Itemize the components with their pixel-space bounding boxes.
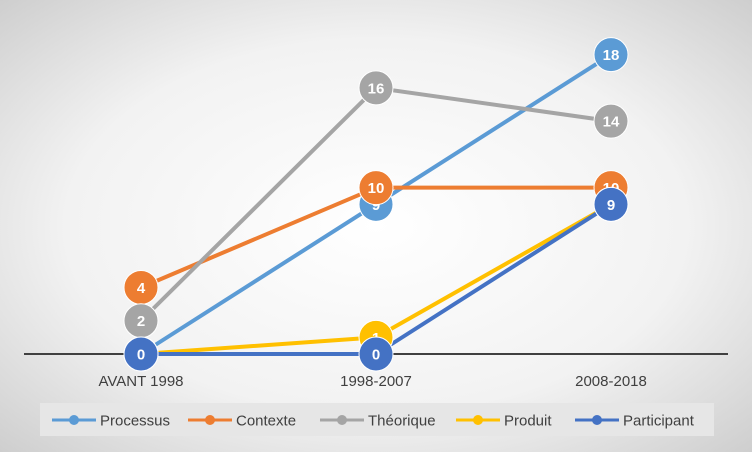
data-point-processus-2: [593, 37, 629, 73]
data-label-contexte-1: 10: [368, 180, 385, 197]
data-point-participant-0: [123, 336, 159, 372]
data-label-participant-1: 0: [372, 347, 380, 364]
data-point-contexte-1: [358, 170, 394, 206]
x-tick-label-1998-2007: 1998-2007: [340, 373, 412, 390]
data-label-processus-2: 18: [603, 47, 620, 64]
legend-item-theorique: Théorique: [320, 413, 436, 430]
legend-swatch-marker: [69, 415, 79, 425]
x-tick-label-2008-2018: 2008-2018: [575, 373, 647, 390]
data-point-theorique-1: [358, 70, 394, 106]
data-label-theorique-1: 16: [368, 80, 385, 97]
legend-item-participant: Participant: [575, 413, 695, 430]
legend-label: Processus: [100, 413, 170, 430]
legend-item-processus: Processus: [52, 413, 170, 430]
data-label-participant-2: 9: [607, 197, 615, 214]
legend-swatch-marker: [205, 415, 215, 425]
data-point-theorique-2: [593, 103, 629, 139]
legend-item-produit: Produit: [456, 413, 552, 430]
x-tick-label-avant-1998: AVANT 1998: [98, 373, 183, 390]
legend-item-contexte: Contexte: [188, 413, 296, 430]
legend-label: Produit: [504, 413, 552, 430]
data-label-contexte-0: 4: [137, 280, 146, 297]
legend-swatch-marker: [473, 415, 483, 425]
data-label-theorique-2: 14: [603, 114, 620, 131]
data-label-theorique-0: 2: [137, 313, 145, 330]
data-point-participant-2: [593, 186, 629, 222]
data-point-participant-1: [358, 336, 394, 372]
data-label-participant-0: 0: [137, 347, 145, 364]
legend-label: Théorique: [368, 413, 436, 430]
legend-label: Participant: [623, 413, 695, 430]
legend-swatch-marker: [337, 415, 347, 425]
data-label-processus-1: 9: [372, 197, 380, 214]
legend-swatch-marker: [592, 415, 602, 425]
legend-label: Contexte: [236, 413, 296, 430]
